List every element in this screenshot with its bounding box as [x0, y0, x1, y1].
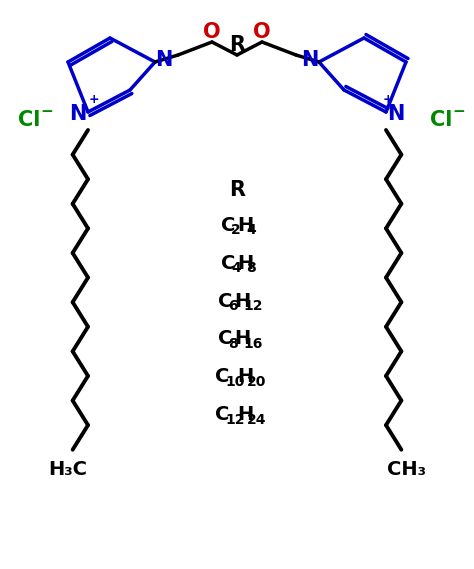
Text: C: C [221, 254, 236, 273]
Text: H: H [237, 406, 253, 424]
Text: 4: 4 [231, 261, 241, 275]
Text: 6: 6 [228, 299, 237, 314]
Text: H: H [237, 216, 253, 234]
Text: +: + [383, 93, 393, 106]
Text: C: C [216, 406, 230, 424]
Text: R: R [229, 180, 245, 200]
Text: N: N [69, 104, 87, 124]
Text: −: − [40, 104, 53, 118]
Text: 20: 20 [246, 376, 266, 389]
Text: H: H [237, 368, 253, 386]
Text: R: R [229, 35, 245, 55]
Text: N: N [155, 50, 173, 70]
Text: 4: 4 [246, 223, 256, 237]
Text: +: + [89, 93, 100, 106]
Text: 10: 10 [225, 376, 245, 389]
Text: 12: 12 [244, 299, 263, 314]
Text: 8: 8 [246, 261, 256, 275]
Text: H: H [234, 291, 250, 311]
Text: C: C [221, 216, 236, 234]
Text: Cl: Cl [18, 110, 40, 130]
Text: 16: 16 [244, 337, 263, 351]
Text: H: H [234, 329, 250, 348]
Text: O: O [253, 22, 271, 42]
Text: 12: 12 [225, 413, 245, 427]
Text: −: − [452, 104, 465, 118]
Text: Cl: Cl [430, 110, 452, 130]
Text: C: C [219, 329, 233, 348]
Text: CH₃: CH₃ [387, 460, 426, 479]
Text: N: N [301, 50, 319, 70]
Text: N: N [387, 104, 405, 124]
Text: C: C [216, 368, 230, 386]
Text: 8: 8 [228, 337, 238, 351]
Text: O: O [203, 22, 221, 42]
Text: 2: 2 [231, 223, 241, 237]
Text: C: C [219, 291, 233, 311]
Text: H: H [237, 254, 253, 273]
Text: 24: 24 [246, 413, 266, 427]
Text: H₃C: H₃C [48, 460, 87, 479]
